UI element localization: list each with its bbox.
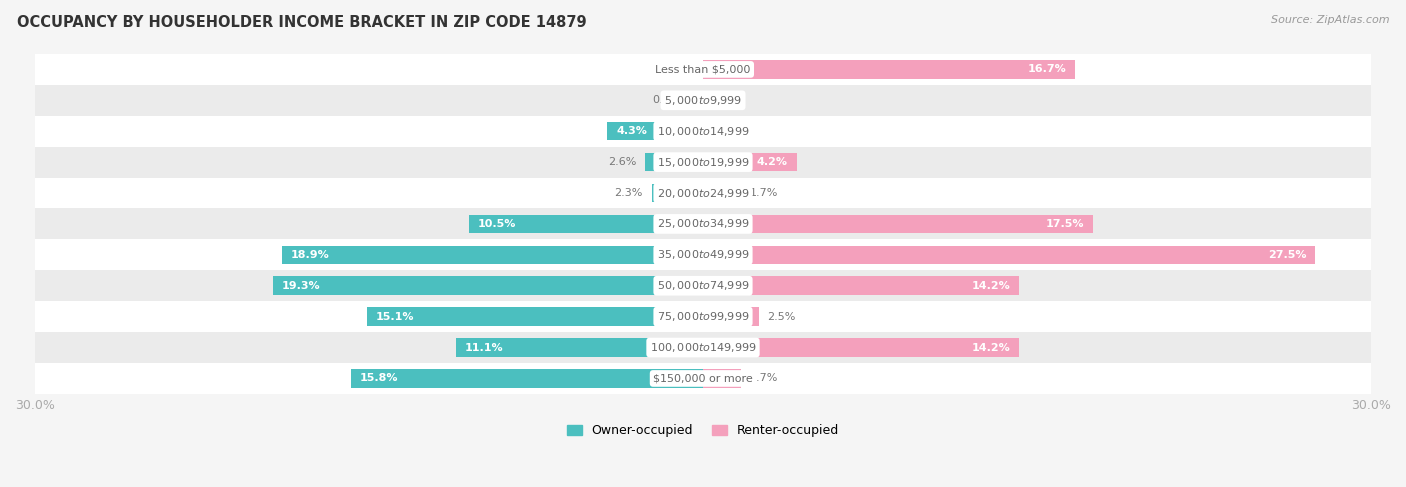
- Bar: [703, 184, 741, 202]
- Bar: [697, 91, 703, 110]
- Text: 0.0%: 0.0%: [711, 95, 740, 105]
- Bar: [703, 245, 1316, 264]
- Bar: [470, 215, 703, 233]
- Bar: [35, 54, 1371, 85]
- Bar: [35, 147, 1371, 178]
- Bar: [283, 245, 703, 264]
- Text: 0.0%: 0.0%: [666, 64, 695, 75]
- Bar: [35, 178, 1371, 208]
- Bar: [456, 338, 703, 357]
- Text: $10,000 to $14,999: $10,000 to $14,999: [657, 125, 749, 138]
- Bar: [35, 270, 1371, 301]
- Bar: [703, 277, 1019, 295]
- Text: $25,000 to $34,999: $25,000 to $34,999: [657, 217, 749, 230]
- Text: 14.2%: 14.2%: [972, 281, 1011, 291]
- Bar: [35, 116, 1371, 147]
- Text: Source: ZipAtlas.com: Source: ZipAtlas.com: [1271, 15, 1389, 25]
- Text: 1.7%: 1.7%: [749, 374, 778, 383]
- Text: 4.2%: 4.2%: [756, 157, 787, 167]
- Text: $150,000 or more: $150,000 or more: [654, 374, 752, 383]
- Text: 10.5%: 10.5%: [478, 219, 516, 229]
- Text: 4.3%: 4.3%: [616, 126, 647, 136]
- Text: $75,000 to $99,999: $75,000 to $99,999: [657, 310, 749, 323]
- Bar: [703, 338, 1019, 357]
- Bar: [645, 153, 703, 171]
- Bar: [367, 307, 703, 326]
- Bar: [607, 122, 703, 140]
- Bar: [703, 369, 741, 388]
- Text: $15,000 to $19,999: $15,000 to $19,999: [657, 156, 749, 169]
- Text: $5,000 to $9,999: $5,000 to $9,999: [664, 94, 742, 107]
- Bar: [35, 240, 1371, 270]
- Text: 27.5%: 27.5%: [1268, 250, 1306, 260]
- Legend: Owner-occupied, Renter-occupied: Owner-occupied, Renter-occupied: [562, 419, 844, 442]
- Text: $35,000 to $49,999: $35,000 to $49,999: [657, 248, 749, 262]
- Text: 11.1%: 11.1%: [465, 342, 503, 353]
- Bar: [352, 369, 703, 388]
- Text: 18.9%: 18.9%: [291, 250, 330, 260]
- Bar: [35, 332, 1371, 363]
- Text: OCCUPANCY BY HOUSEHOLDER INCOME BRACKET IN ZIP CODE 14879: OCCUPANCY BY HOUSEHOLDER INCOME BRACKET …: [17, 15, 586, 30]
- Bar: [703, 307, 759, 326]
- Text: $20,000 to $24,999: $20,000 to $24,999: [657, 187, 749, 200]
- Bar: [35, 363, 1371, 394]
- Bar: [273, 277, 703, 295]
- Text: 2.5%: 2.5%: [768, 312, 796, 321]
- Bar: [703, 215, 1092, 233]
- Text: $100,000 to $149,999: $100,000 to $149,999: [650, 341, 756, 354]
- Bar: [35, 301, 1371, 332]
- Bar: [652, 184, 703, 202]
- Text: 2.6%: 2.6%: [607, 157, 636, 167]
- Text: Less than $5,000: Less than $5,000: [655, 64, 751, 75]
- Bar: [35, 208, 1371, 240]
- Text: $50,000 to $74,999: $50,000 to $74,999: [657, 279, 749, 292]
- Text: 19.3%: 19.3%: [283, 281, 321, 291]
- Text: 15.1%: 15.1%: [375, 312, 415, 321]
- Text: 2.3%: 2.3%: [614, 188, 643, 198]
- Bar: [703, 153, 797, 171]
- Bar: [35, 85, 1371, 116]
- Text: 16.7%: 16.7%: [1028, 64, 1066, 75]
- Text: 17.5%: 17.5%: [1045, 219, 1084, 229]
- Text: 0.27%: 0.27%: [652, 95, 688, 105]
- Text: 0.0%: 0.0%: [711, 126, 740, 136]
- Text: 14.2%: 14.2%: [972, 342, 1011, 353]
- Bar: [703, 60, 1076, 79]
- Text: 1.7%: 1.7%: [749, 188, 778, 198]
- Text: 15.8%: 15.8%: [360, 374, 398, 383]
